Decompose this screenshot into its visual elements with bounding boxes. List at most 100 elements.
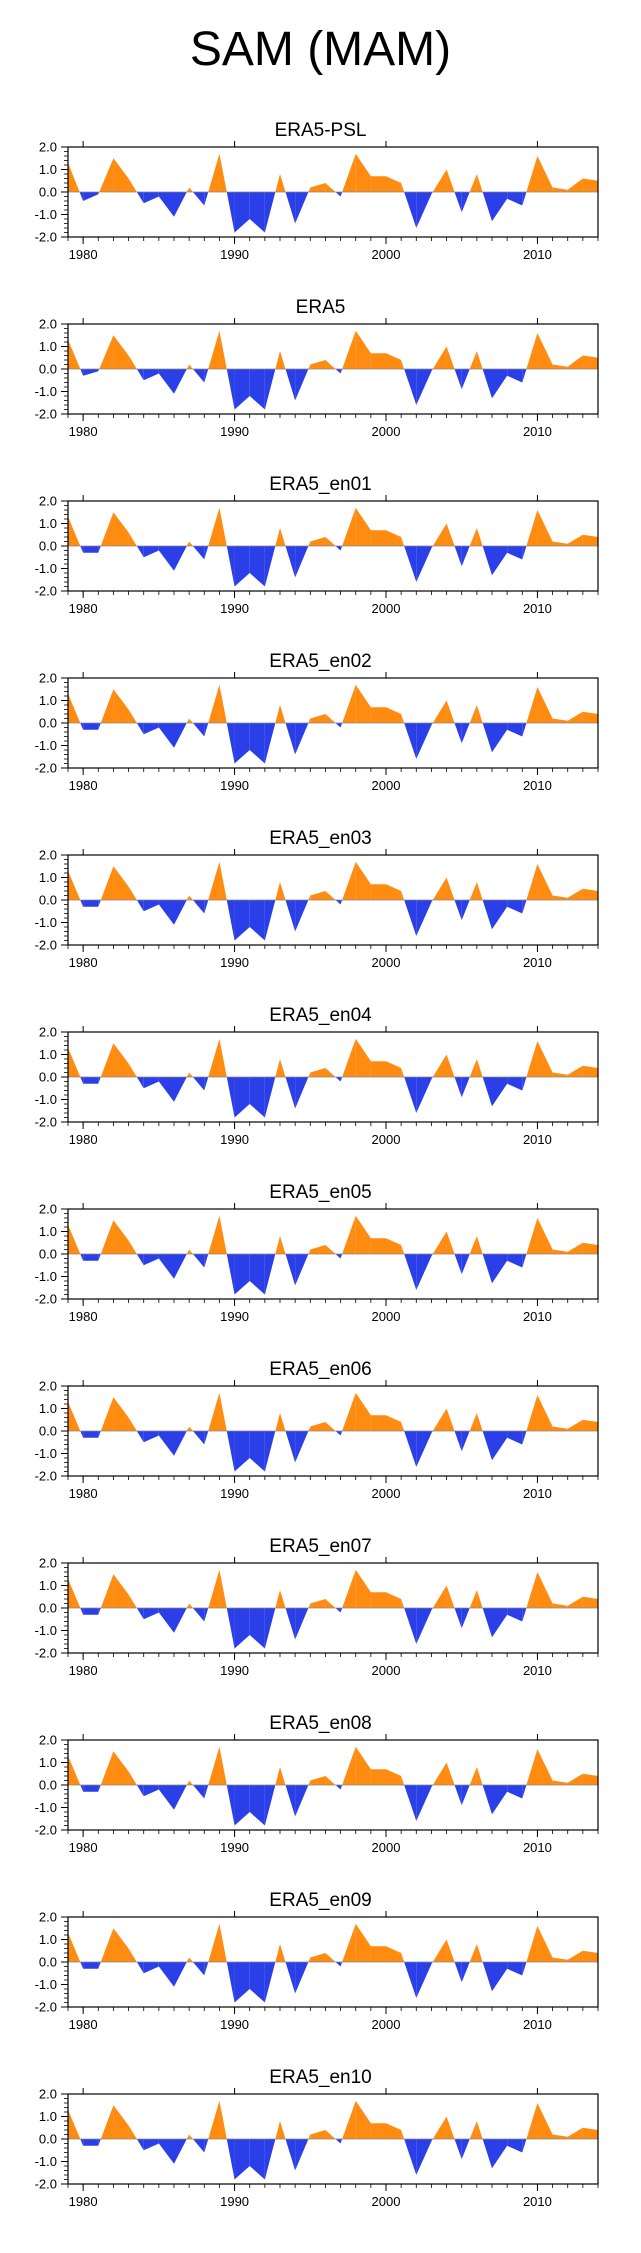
positive-area [219,1746,227,1785]
positive-area [275,1059,280,1077]
positive-area [342,861,356,900]
positive-area [219,1038,227,1077]
positive-area [370,176,386,192]
positive-area [537,333,553,369]
negative-area [226,369,235,410]
positive-area [68,162,80,192]
positive-area [219,1392,227,1431]
positive-area [219,1923,227,1962]
positive-area [582,355,598,369]
negative-area [249,1254,265,1295]
negative-area [80,1785,84,1792]
positive-area [432,1054,447,1077]
positive-area [186,2134,190,2139]
chart-svg: 2.0 1.0 0.0 -1.0 -2.0 1980 1990 2000 2010 [35,848,599,970]
negative-area [80,1077,84,1084]
negative-area [461,900,470,921]
positive-area [275,882,280,900]
chart-svg: 2.0 1.0 0.0 -1.0 -2.0 1980 1990 2000 2010 [35,140,599,262]
positive-area [310,1776,326,1785]
x-tick-label: 2010 [523,1132,552,1147]
positive-area [308,1072,311,1077]
y-tick-label: 0.0 [39,1955,57,1970]
positive-area [186,187,190,192]
negative-area [83,1254,99,1261]
positive-area [189,187,193,192]
negative-area [264,546,276,587]
positive-area [446,1408,455,1431]
positive-area [100,1751,114,1785]
y-tick-label: 0.0 [39,1424,57,1439]
chart-svg: 2.0 1.0 0.0 -1.0 -2.0 1980 1990 2000 2010 [35,1202,599,1324]
negative-area [482,900,492,930]
chart-svg: 2.0 1.0 0.0 -1.0 -2.0 1980 1990 2000 2010 [35,1025,599,1147]
negative-area [461,1077,470,1098]
negative-area [143,1608,159,1620]
negative-area [416,369,432,405]
negative-area [136,546,144,558]
positive-area [68,339,81,369]
x-tick-label: 2000 [372,424,401,439]
x-tick-label: 2000 [372,2194,401,2209]
negative-area [234,1785,250,1826]
negative-area [454,900,462,921]
positive-area [342,1746,356,1785]
negative-area [204,192,209,206]
negative-area [295,2139,309,2171]
positive-area [386,1592,402,1608]
positive-area [446,1231,455,1254]
y-tick-label: 0.0 [39,1601,57,1616]
y-tick-label: -1.0 [35,1446,57,1461]
positive-area [526,1926,538,1962]
positive-area [526,156,538,192]
y-tick-label: 1.0 [39,693,57,708]
positive-area [308,718,311,723]
negative-area [136,192,144,204]
negative-area [461,2139,470,2160]
positive-area [342,1215,356,1254]
positive-area [432,346,447,369]
negative-area [295,1254,309,1286]
positive-area [308,541,311,546]
positive-area [446,1762,455,1785]
y-tick-label: -1.0 [35,915,57,930]
positive-area [310,183,326,192]
negative-area [143,369,159,381]
x-tick-label: 2010 [523,247,552,262]
negative-area [234,1608,250,1649]
y-tick-label: 1.0 [39,1401,57,1416]
positive-area [526,1395,538,1431]
y-tick-label: -2.0 [35,230,57,245]
negative-area [507,2139,523,2153]
negative-area [83,1785,99,1792]
negative-area [143,2139,159,2151]
negative-area [83,369,99,376]
negative-area [482,546,492,576]
positive-area [325,714,336,723]
y-tick-label: 0.0 [39,1247,57,1262]
negative-area [158,900,174,925]
negative-area [285,1608,296,1640]
negative-area [192,1785,205,1799]
positive-area [386,1238,402,1254]
negative-area [404,1077,417,1113]
positive-area [208,684,220,723]
negative-area [482,1785,492,1815]
x-tick-label: 1980 [69,1840,98,1855]
negative-area [507,1254,523,1268]
positive-area [342,1923,356,1962]
x-tick-label: 1990 [220,955,249,970]
y-tick-label: -1.0 [35,1623,57,1638]
positive-area [401,2130,405,2139]
negative-area [158,723,174,748]
negative-area [454,192,462,213]
negative-area [522,900,527,914]
positive-area [68,693,81,723]
y-tick-label: -1.0 [35,1269,57,1284]
negative-area [492,546,508,576]
negative-area [98,1608,101,1615]
negative-area [174,369,187,394]
negative-area [482,1254,492,1284]
negative-area [264,1431,276,1472]
positive-area [189,895,193,900]
